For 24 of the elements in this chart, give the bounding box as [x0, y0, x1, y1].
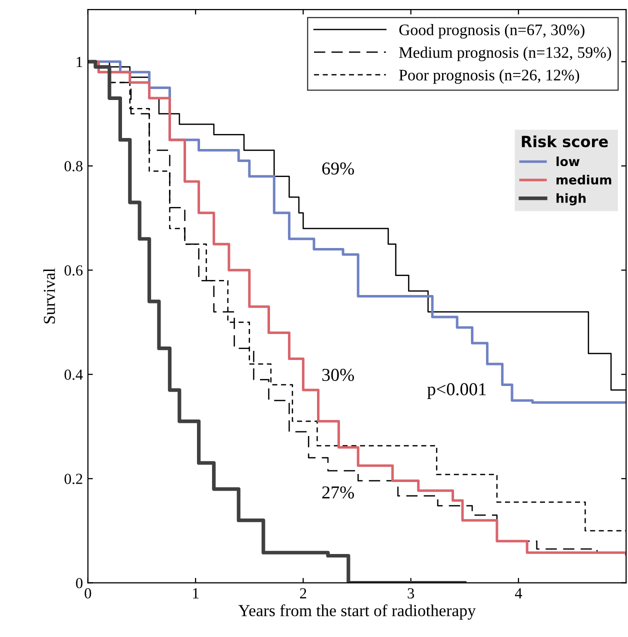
annotation: 69%: [322, 162, 354, 175]
y-tick-label: 0.4: [64, 370, 83, 380]
legend-label: Medium prognosis (n=132, 59%): [399, 46, 612, 62]
legend-label: Poor prognosis (n=26, 12%): [399, 69, 580, 84]
x-tick-label: 3: [408, 588, 414, 598]
legend-label: low: [556, 156, 580, 166]
legend-label: medium: [556, 174, 612, 185]
y-tick-label: 0: [76, 578, 82, 588]
legend-label: Good prognosis (n=67, 30%): [399, 24, 584, 39]
annotation: p<0.001: [427, 383, 486, 399]
legend-title: Risk score: [522, 135, 608, 148]
y-tick-label: 0.6: [64, 265, 83, 276]
legend-label: high: [556, 193, 586, 206]
x-axis-title: Years from the start of radiotherapy: [238, 604, 476, 620]
annotation: 27%: [322, 486, 354, 499]
y-axis-title: Survival: [43, 268, 56, 324]
annotation: 30%: [322, 368, 354, 382]
y-tick-label: 0.2: [64, 474, 82, 484]
x-tick-label: 0: [84, 588, 92, 598]
y-tick-label: 1: [76, 56, 82, 67]
x-tick-label: 2: [300, 588, 306, 598]
x-tick-label: 4: [514, 588, 522, 598]
x-tick-label: 1: [193, 588, 198, 598]
y-tick-label: 0.8: [64, 161, 82, 172]
